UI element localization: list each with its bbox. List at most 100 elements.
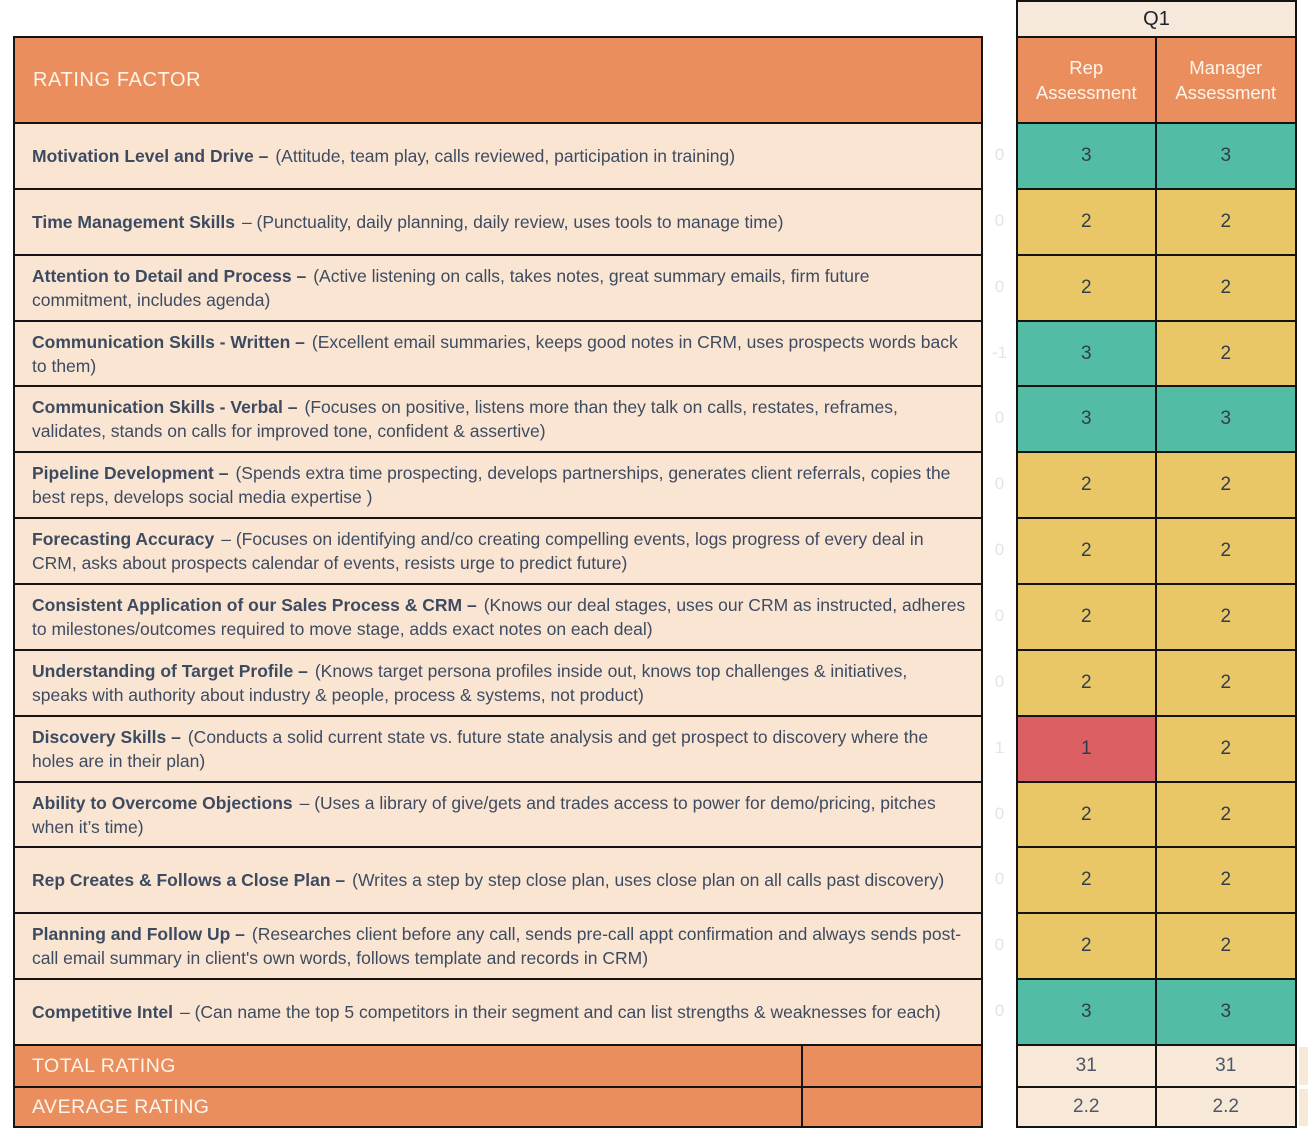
factor-row[interactable]: Understanding of Target Profile – (Knows …	[15, 648, 981, 715]
score-diff-value: 0	[994, 605, 1005, 625]
rep-score-cell[interactable]: 3	[1018, 387, 1157, 452]
manager-score-cell[interactable]: 3	[1156, 387, 1295, 452]
factor-title: Communication Skills - Written –	[32, 331, 305, 352]
manager-score-cell[interactable]: 2	[1156, 453, 1295, 518]
manager-score-cell[interactable]: 2	[1156, 914, 1295, 979]
score-diff-value: 0	[994, 210, 1005, 230]
manager-score-cell[interactable]: 2	[1156, 321, 1295, 386]
factor-description: (Active listening on calls, takes notes,…	[32, 265, 870, 310]
factor-text: Communication Skills - Written – (Excelle…	[32, 330, 967, 378]
score-diff-value: 0	[994, 935, 1005, 955]
average-rating-row: AVERAGE RATING	[15, 1086, 981, 1126]
rep-average-cell[interactable]: 2.2	[1018, 1088, 1157, 1126]
rating-factor-table: RATING FACTOR Motivation Level and Drive…	[13, 36, 983, 1128]
factor-row[interactable]: Forecasting Accuracy – (Focuses on identi…	[15, 517, 981, 584]
factor-row[interactable]: Competitive Intel – (Can name the top 5 c…	[15, 978, 981, 1045]
rep-score-cell[interactable]: 2	[1018, 848, 1157, 913]
rep-score-cell[interactable]: 2	[1018, 189, 1157, 254]
rep-score-cell[interactable]: 2	[1018, 255, 1157, 320]
factor-title: Ability to Overcome Objections	[32, 792, 293, 813]
factor-row[interactable]: Discovery Skills – (Conducts a solid curr…	[15, 714, 981, 781]
factor-text: Forecasting Accuracy – (Focuses on identi…	[32, 527, 967, 575]
factor-title: Understanding of Target Profile –	[32, 660, 308, 681]
factor-text: Ability to Overcome Objections – (Uses a …	[32, 791, 967, 839]
rep-score-cell[interactable]: 3	[1018, 980, 1157, 1045]
manager-total-cell[interactable]: 31	[1156, 1046, 1295, 1086]
factor-text: Competitive Intel – (Can name the top 5 c…	[32, 1000, 967, 1024]
score-diff-value: 0	[994, 540, 1005, 560]
factor-row[interactable]: Motivation Level and Drive – (Attitude, t…	[15, 122, 981, 188]
rating-factor-header: RATING FACTOR	[15, 38, 981, 122]
factor-title: Communication Skills - Verbal –	[32, 397, 298, 418]
factor-row[interactable]: Rep Creates & Follows a Close Plan – (Wri…	[15, 846, 981, 913]
manager-score-cell[interactable]: 2	[1156, 255, 1295, 320]
manager-score-cell[interactable]: 2	[1156, 189, 1295, 254]
score-diff-value: 0	[994, 408, 1005, 428]
factor-description: – (Punctuality, daily planning, daily re…	[241, 211, 784, 232]
factor-row[interactable]: Consistent Application of our Sales Proc…	[15, 583, 981, 649]
factor-row[interactable]: Time Management Skills – (Punctuality, da…	[15, 187, 981, 254]
score-diff-value: 0	[994, 803, 1005, 823]
factor-title: Competitive Intel	[32, 1002, 173, 1023]
factor-text: Discovery Skills – (Conducts a solid curr…	[32, 725, 967, 773]
factor-text: Understanding of Target Profile – (Knows …	[32, 659, 967, 707]
q1-average-row: 2.2 2.2	[1018, 1086, 1295, 1126]
factor-row[interactable]: Communication Skills - Verbal – (Focuses …	[15, 385, 981, 452]
score-diff-value: 0	[994, 276, 1005, 296]
rep-score-cell[interactable]: 2	[1018, 650, 1157, 715]
factor-title: Discovery Skills –	[32, 726, 181, 747]
manager-score-cell[interactable]: 2	[1156, 782, 1295, 847]
score-diff-value: 0	[994, 1001, 1005, 1021]
rep-score-cell[interactable]: 3	[1018, 321, 1157, 386]
factor-text: Attention to Detail and Process – (Active…	[32, 264, 967, 312]
rep-score-cell[interactable]: 2	[1018, 782, 1157, 847]
total-rating-empty-cell[interactable]	[803, 1046, 981, 1086]
total-rating-label: TOTAL RATING	[15, 1046, 803, 1086]
factor-row[interactable]: Ability to Overcome Objections – (Uses a …	[15, 780, 981, 847]
factor-title: Forecasting Accuracy	[32, 529, 215, 550]
manager-assessment-header: Manager Assessment	[1156, 38, 1295, 122]
factor-row[interactable]: Planning and Follow Up – (Researches clie…	[15, 912, 981, 979]
manager-average-cell[interactable]: 2.2	[1156, 1088, 1295, 1126]
rep-score-cell[interactable]: 2	[1018, 585, 1157, 649]
manager-score-cell[interactable]: 2	[1156, 716, 1295, 781]
rep-total-cell[interactable]: 31	[1018, 1046, 1157, 1086]
manager-score-cell[interactable]: 2	[1156, 848, 1295, 913]
score-diff-value: 0	[994, 869, 1005, 889]
manager-score-cell[interactable]: 2	[1156, 650, 1295, 715]
factor-text: Rep Creates & Follows a Close Plan – (Wri…	[32, 868, 967, 892]
total-rating-row: TOTAL RATING	[15, 1044, 981, 1086]
manager-score-cell[interactable]: 2	[1156, 585, 1295, 649]
factor-title: Motivation Level and Drive –	[32, 145, 269, 166]
rep-score-cell[interactable]: 2	[1018, 453, 1157, 518]
quarter-header: Q1	[1018, 2, 1295, 36]
rep-score-cell[interactable]: 3	[1018, 124, 1157, 188]
factor-row[interactable]: Communication Skills - Written – (Excelle…	[15, 319, 981, 386]
score-diff-value: -1	[991, 342, 1008, 362]
manager-score-cell[interactable]: 3	[1156, 980, 1295, 1045]
manager-score-cell[interactable]: 2	[1156, 519, 1295, 584]
factor-row[interactable]: Pipeline Development – (Spends extra time…	[15, 451, 981, 518]
average-rating-empty-cell[interactable]	[803, 1088, 981, 1126]
factor-text: Motivation Level and Drive – (Attitude, t…	[32, 144, 967, 168]
factor-rows: Motivation Level and Drive – (Attitude, t…	[15, 122, 981, 1045]
factor-description: – (Uses a library of give/gets and trade…	[32, 792, 936, 837]
factor-description: (Attitude, team play, calls reviewed, pa…	[275, 145, 736, 166]
rep-score-cell[interactable]: 2	[1018, 519, 1157, 584]
factor-row[interactable]: Attention to Detail and Process – (Active…	[15, 253, 981, 320]
manager-score-cell[interactable]: 3	[1156, 124, 1295, 188]
factor-description: (Writes a step by step close plan, uses …	[352, 870, 945, 891]
rep-score-cell[interactable]: 2	[1018, 914, 1157, 979]
rep-score-cell[interactable]: 1	[1018, 716, 1157, 781]
average-rating-label: AVERAGE RATING	[15, 1088, 803, 1126]
